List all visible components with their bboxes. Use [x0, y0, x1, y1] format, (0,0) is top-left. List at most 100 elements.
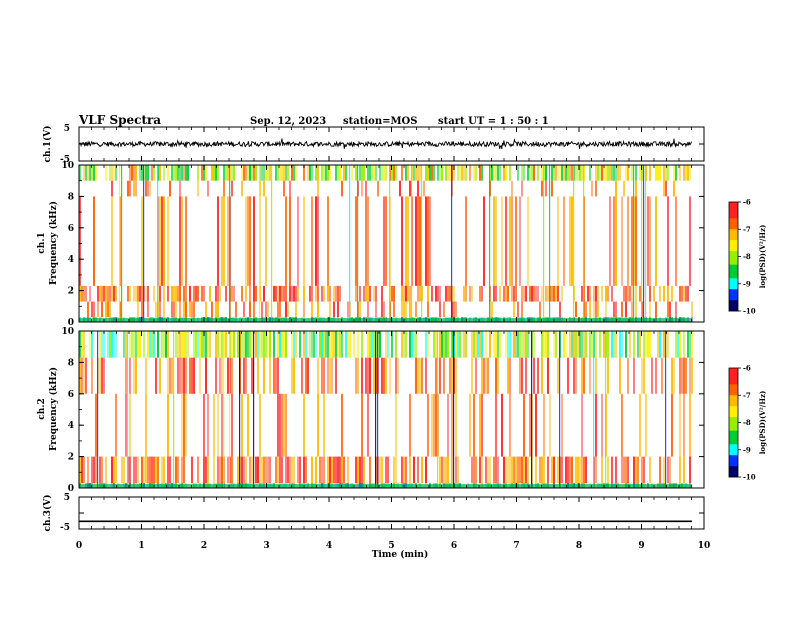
spectrogram-cell — [509, 456, 511, 484]
spectrogram-cell — [443, 331, 445, 358]
spectrogram-cell — [455, 393, 457, 457]
spectrogram-cell — [79, 456, 81, 484]
spectrogram-cell — [523, 393, 525, 457]
spectrogram-cell — [169, 357, 171, 394]
spectrogram-spike — [375, 331, 377, 488]
spectrogram-cell — [251, 357, 253, 394]
spectrogram-cell — [323, 331, 325, 358]
spectrogram-cell — [517, 165, 519, 181]
spectrogram-cell — [573, 331, 575, 358]
spectrogram-cell — [109, 331, 111, 358]
spectrogram-cell — [481, 285, 483, 302]
spectrogram-cell — [303, 285, 305, 302]
spectrogram-cell — [303, 165, 305, 181]
spectrogram-cell — [83, 285, 85, 302]
spectrogram-cell — [83, 331, 85, 358]
spectrogram-cell — [577, 456, 579, 484]
spectrogram-cell — [199, 357, 201, 394]
spectrogram-cell — [505, 196, 507, 286]
spectrogram-cell — [495, 165, 497, 181]
spectrogram-cell — [481, 456, 483, 484]
spectrogram-cell — [479, 285, 481, 302]
colorbar-step — [729, 370, 738, 374]
spectrogram-cell — [355, 196, 357, 286]
spec2-ytick-label: 2 — [68, 453, 74, 463]
spectrogram-cell — [285, 331, 287, 358]
spectrogram-cell — [493, 456, 495, 484]
spectrogram-cell — [203, 393, 205, 457]
spectrogram-cell — [513, 301, 515, 318]
spectrogram-cell — [243, 331, 245, 358]
spectrogram-cell — [277, 456, 279, 484]
spectrogram-cell — [607, 165, 609, 181]
spectrogram-cell — [145, 393, 147, 457]
spectrogram-cell — [655, 301, 657, 318]
spectrogram-cell — [679, 331, 681, 358]
spectrogram-cell — [679, 393, 681, 457]
spectrogram-cell — [321, 285, 323, 302]
ch2-spectrogram-ticks — [78, 330, 705, 489]
spectrogram-cell — [91, 301, 93, 318]
spectrogram-cell — [105, 456, 107, 484]
spectrogram-cell — [205, 456, 207, 484]
spectrogram-cell — [135, 165, 137, 181]
spectrogram-cell — [415, 331, 417, 358]
spectrogram-cell — [99, 456, 101, 484]
spectrogram-cell — [125, 357, 127, 394]
colorbar-step — [729, 289, 738, 293]
spectrogram-spike — [271, 165, 273, 322]
spectrogram-cell — [133, 285, 135, 302]
spectrogram-cell — [293, 285, 295, 302]
spectrogram-cell — [217, 165, 219, 181]
colorbar-step — [729, 452, 738, 456]
spectrogram-cell — [379, 331, 381, 358]
spectrogram-cell — [401, 285, 403, 302]
spectrogram-cell — [315, 331, 317, 358]
spectrogram-cell — [689, 357, 691, 394]
ch1-ytick-top: 5 — [64, 124, 70, 134]
spectrogram-cell — [439, 301, 441, 318]
spectrogram-cell — [301, 357, 303, 394]
spectrogram-cell — [675, 331, 677, 358]
spectrogram-cell — [285, 165, 287, 181]
spectrogram-cell — [631, 165, 633, 181]
spectrogram-cell — [471, 456, 473, 484]
spectrogram-cell — [453, 285, 455, 302]
start-time-label: start UT = 1 : 50 : 1 — [438, 116, 549, 127]
spectrogram-cell — [365, 285, 367, 302]
spectrogram-cell — [273, 357, 275, 394]
spectrogram-cell — [405, 331, 407, 358]
spectrogram-cell — [443, 456, 445, 484]
spectrogram-spike — [583, 165, 585, 322]
spectrogram-cell — [447, 331, 449, 358]
spectrogram-cell — [321, 165, 323, 181]
spectrogram-cell — [383, 196, 385, 286]
spectrogram-cell — [409, 456, 411, 484]
spectrogram-cell — [337, 331, 339, 358]
colorbar-label: log(PSD)(V²/Hz) — [758, 225, 767, 289]
spectrogram-cell — [395, 331, 397, 358]
spectrogram-cell — [191, 456, 193, 484]
spectrogram-cell — [551, 285, 553, 302]
spec1-ytick-label: 6 — [68, 224, 74, 234]
spectrogram-cell — [605, 301, 607, 318]
spectrogram-cell — [547, 357, 549, 394]
colorbar-ticklabel: -9 — [743, 279, 751, 288]
spectrogram-cell — [85, 285, 87, 302]
spectrogram-cell — [159, 196, 161, 286]
spectrogram-cell — [179, 331, 181, 358]
spectrogram-cell — [189, 301, 191, 318]
spectrogram-cell — [447, 285, 449, 302]
spectrogram-cell — [505, 165, 507, 181]
spectrogram-cell — [443, 301, 445, 318]
spectrogram-cell — [631, 285, 633, 302]
spectrogram-cell — [389, 357, 391, 394]
spectrogram-cell — [161, 456, 163, 484]
spectrogram-cell — [377, 180, 379, 197]
spectrogram-cell — [383, 301, 385, 318]
spectrogram-cell — [507, 331, 509, 358]
spectrogram-cell — [219, 456, 221, 484]
spectrogram-cell — [385, 456, 387, 484]
spectrogram-cell — [627, 357, 629, 394]
spectrogram-cell — [245, 285, 247, 302]
